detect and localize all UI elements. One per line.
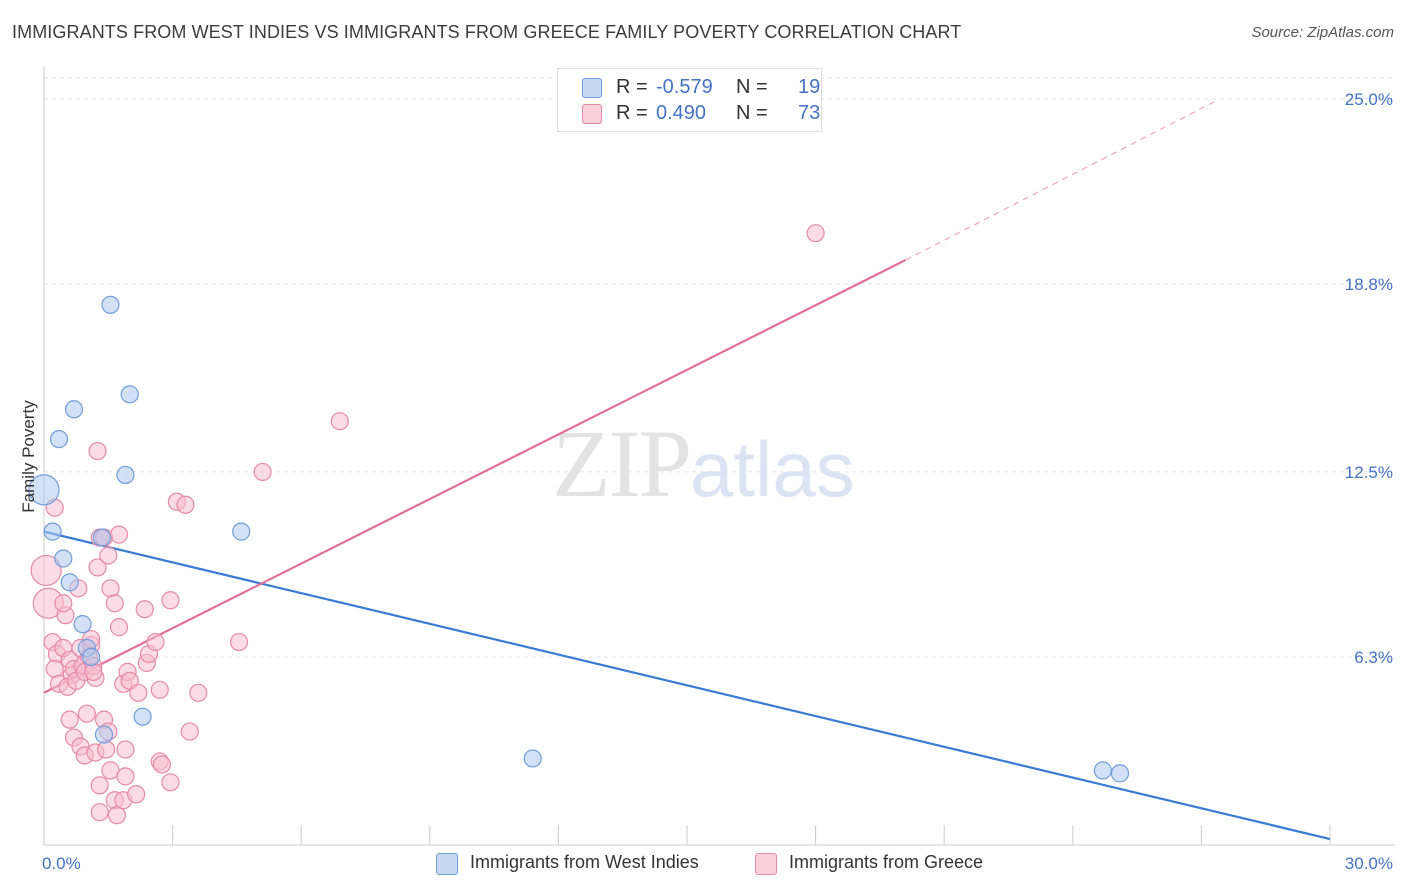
- point-greece: [97, 740, 116, 759]
- x-tick-label-min: 0.0%: [42, 854, 81, 873]
- point-greece: [161, 591, 180, 610]
- point-west-indies: [73, 615, 92, 634]
- legend-n-label: N =: [736, 102, 768, 124]
- y-tick-label: 18.8%: [1345, 275, 1393, 294]
- point-greece: [30, 554, 62, 587]
- series-swatch-blue: [436, 853, 458, 875]
- point-greece: [161, 773, 180, 792]
- point-greece: [176, 495, 195, 514]
- axes: [43, 66, 1395, 846]
- y-tick-label: 25.0%: [1345, 90, 1393, 109]
- point-greece: [88, 558, 107, 577]
- tick-labels: 6.3% 12.5% 18.8% 25.0% 0.0% 30.0% Family Pover…: [19, 90, 1393, 873]
- legend-r-value: 0.490: [656, 102, 707, 124]
- data-points: [28, 224, 1130, 825]
- legend-swatch-blue: [582, 78, 602, 98]
- point-west-indies: [133, 707, 152, 726]
- point-west-indies: [49, 430, 69, 449]
- point-west-indies: [60, 573, 79, 592]
- point-west-indies: [101, 295, 120, 314]
- point-west-indies: [232, 522, 251, 541]
- legend-r-label: R =: [616, 102, 648, 124]
- point-greece: [129, 683, 148, 702]
- point-greece: [116, 767, 135, 786]
- watermark-zip: ZIP: [552, 410, 692, 517]
- series-swatch-pink: [755, 853, 777, 875]
- point-west-indies: [54, 549, 73, 568]
- point-greece: [806, 224, 825, 243]
- chart-title: IMMIGRANTS FROM WEST INDIES VS IMMIGRANT…: [12, 22, 962, 42]
- point-greece: [229, 632, 249, 652]
- series-label-greece: Immigrants from Greece: [789, 852, 984, 872]
- point-greece: [330, 412, 349, 431]
- point-greece: [88, 441, 107, 461]
- legend-n-label: N =: [736, 76, 768, 98]
- point-greece: [180, 722, 199, 741]
- source-credit: Source: ZipAtlas.com: [1251, 24, 1394, 41]
- trend-line-greece-extension: [905, 101, 1215, 261]
- y-tick-label: 6.3%: [1354, 648, 1393, 667]
- point-greece: [146, 632, 165, 652]
- point-greece: [60, 710, 79, 729]
- point-west-indies: [94, 725, 114, 744]
- watermark: ZIPatlas: [552, 408, 855, 519]
- trend-lines: [43, 101, 1331, 841]
- point-west-indies: [116, 465, 135, 485]
- x-tick-label-max: 30.0%: [1345, 854, 1393, 873]
- trend-line-greece: [43, 259, 907, 694]
- y-axis-title: Family Poverty: [19, 400, 38, 513]
- point-greece: [90, 776, 109, 795]
- point-greece: [45, 659, 64, 679]
- point-greece: [152, 755, 171, 774]
- point-greece: [253, 462, 272, 482]
- point-west-indies: [1110, 764, 1130, 783]
- point-west-indies: [82, 647, 101, 667]
- point-greece: [150, 680, 169, 699]
- point-greece: [54, 594, 73, 613]
- legend-n-value: 19: [798, 76, 821, 98]
- point-west-indies: [28, 474, 60, 506]
- point-greece: [109, 618, 129, 637]
- point-greece: [135, 600, 154, 619]
- y-tick-label: 12.5%: [1345, 463, 1393, 482]
- point-greece: [77, 704, 96, 723]
- correlation-legend: R = -0.579 N = 19 R = 0.490 N = 73: [557, 68, 822, 132]
- point-greece: [127, 785, 146, 804]
- point-greece: [105, 594, 124, 613]
- series-label-west-indies: Immigrants from West Indies: [470, 852, 699, 872]
- legend-swatch-pink: [582, 104, 602, 124]
- legend-n-value: 73: [798, 102, 821, 124]
- point-greece: [90, 803, 109, 822]
- trend-line-west-indies: [43, 530, 1331, 841]
- point-west-indies: [1093, 761, 1112, 780]
- point-greece: [189, 683, 208, 702]
- point-greece: [84, 662, 103, 681]
- point-west-indies: [64, 400, 84, 419]
- point-west-indies: [43, 522, 62, 541]
- point-greece: [116, 740, 135, 759]
- point-west-indies: [92, 528, 111, 547]
- grid-lines: [44, 77, 1395, 658]
- point-greece: [99, 546, 118, 565]
- watermark-atlas: atlas: [690, 425, 855, 513]
- point-greece: [101, 579, 120, 598]
- point-greece: [109, 525, 129, 544]
- legend-r-label: R =: [616, 76, 648, 98]
- legend-r-value: -0.579: [656, 76, 713, 98]
- point-west-indies: [523, 749, 542, 768]
- point-west-indies: [120, 385, 139, 404]
